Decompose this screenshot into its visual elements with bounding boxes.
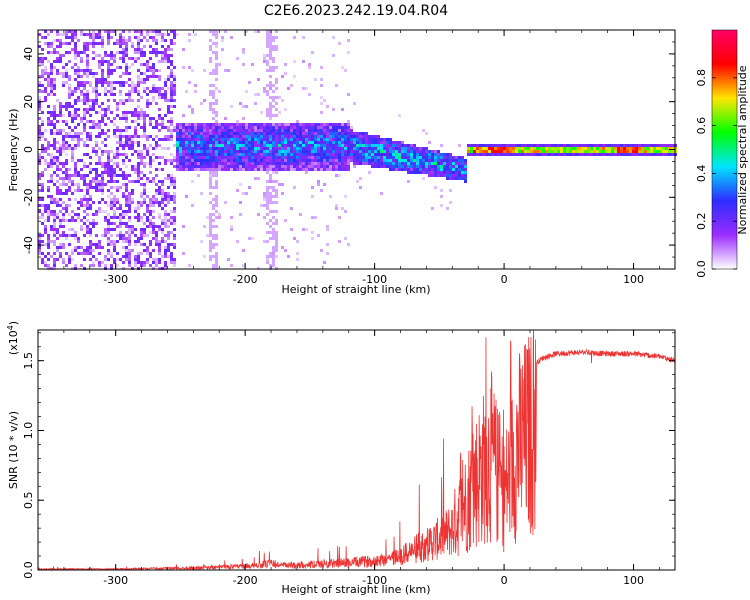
colorbar-frame xyxy=(711,29,738,270)
colorbar-tick-label: 0.0 xyxy=(695,260,708,278)
colorbar-tick-label: 0.6 xyxy=(695,117,708,135)
colorbar-tick-label: 0.4 xyxy=(695,165,708,183)
spectrogram-ylabel: Frequency (Hz) xyxy=(7,109,20,192)
snr-xlabel: Height of straight line (km) xyxy=(281,583,430,596)
snr-multiplier: (x104) xyxy=(6,321,20,355)
y-tick-label: 1.0 xyxy=(22,422,35,440)
colorbar-gradient xyxy=(712,30,737,269)
x-tick-label: -100 xyxy=(362,574,387,587)
y-tick-label: 20 xyxy=(22,95,35,109)
y-tick-label: -20 xyxy=(22,188,35,206)
snr-background xyxy=(38,330,675,570)
colorbar-label: Normalized spectral amplitude xyxy=(736,65,749,234)
snr-series-line xyxy=(37,329,676,572)
colorbar-tick-label: 0.2 xyxy=(695,212,708,230)
spectrogram-cells xyxy=(38,30,677,270)
x-tick-label: -300 xyxy=(103,273,128,286)
x-tick-label: 0 xyxy=(501,574,508,587)
x-tick-label: -200 xyxy=(233,574,258,587)
spectrogram-xlabel: Height of straight line (km) xyxy=(281,283,430,296)
y-tick-label: -40 xyxy=(22,236,35,254)
x-tick-label: 0 xyxy=(501,273,508,286)
y-tick-label: 0 xyxy=(22,146,35,153)
colorbar-ticks: 0.0 0.2 0.4 0.6 0.8 xyxy=(695,69,737,278)
x-tick-label: 100 xyxy=(623,273,644,286)
snr-ylabel: SNR (10 * v/v) xyxy=(7,411,20,489)
y-tick-label: 0.5 xyxy=(22,491,35,509)
snr-frame xyxy=(37,329,676,571)
y-tick-label: 1.5 xyxy=(22,352,35,370)
snr-panel: -300 -200 -100 0 100 0.0 0.5 1.0 1.5 Height of s… xyxy=(6,321,676,596)
y-tick-label: 0.0 xyxy=(22,561,35,579)
colorbar: 0.0 0.2 0.4 0.6 0.8 Normalized spectral ampl… xyxy=(695,29,749,278)
x-tick-label: 100 xyxy=(623,574,644,587)
y-tick-label: 40 xyxy=(22,47,35,61)
x-tick-label: -100 xyxy=(362,273,387,286)
snr-ticks: -300 -200 -100 0 100 0.0 0.5 1.0 1.5 xyxy=(22,330,675,587)
colorbar-tick-label: 0.8 xyxy=(695,69,708,87)
x-tick-label: -200 xyxy=(233,273,258,286)
chart-title: C2E6.2023.242.19.04.R04 xyxy=(264,3,448,19)
x-tick-label: -300 xyxy=(103,574,128,587)
